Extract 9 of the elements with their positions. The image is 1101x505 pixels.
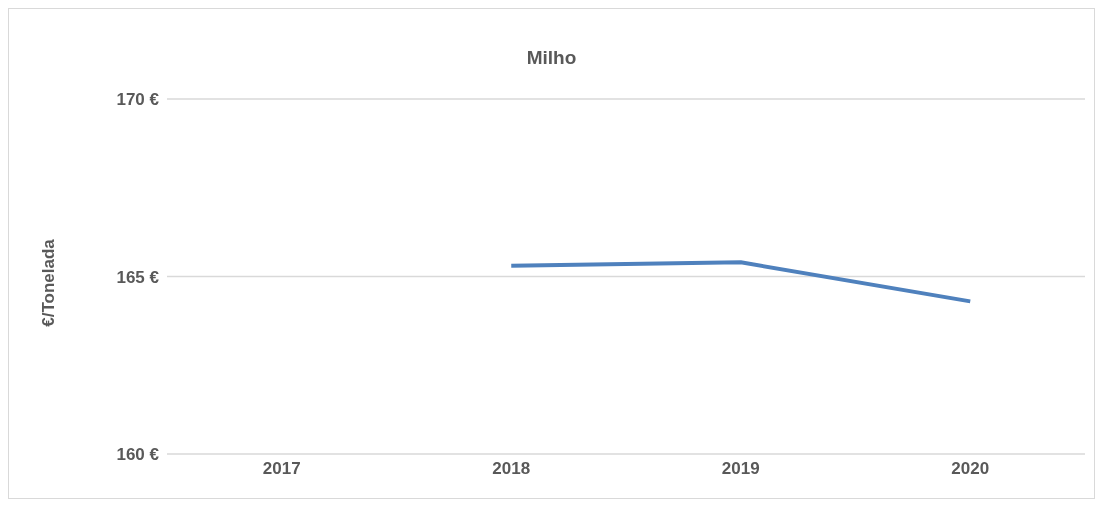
y-tick-label: 170 € [116, 90, 160, 110]
x-tick-label: 2019 [721, 459, 760, 479]
chart-title: Milho [525, 47, 578, 69]
y-axis-title: €/Tonelada [39, 239, 59, 327]
y-tick-label: 165 € [116, 267, 160, 287]
x-tick-label: 2018 [492, 459, 531, 479]
y-tick-label: 160 € [116, 445, 160, 465]
x-tick-label: 2020 [951, 459, 990, 479]
x-tick-label: 2017 [262, 459, 301, 479]
